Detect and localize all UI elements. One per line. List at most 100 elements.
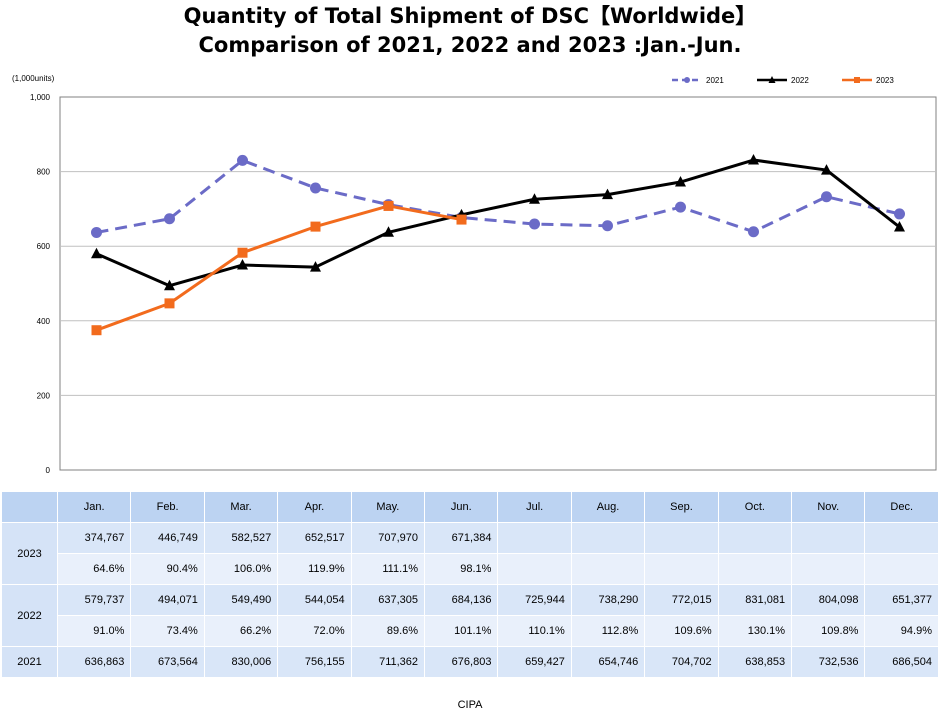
qty-cell: 579,737 — [56, 584, 132, 616]
data-point-2023 — [91, 325, 102, 336]
qty-cell — [717, 522, 793, 554]
data-point-2021 — [91, 226, 102, 238]
qty-cell: 636,863 — [56, 646, 132, 678]
qty-cell: 446,749 — [130, 522, 205, 554]
header-month: Apr. — [277, 491, 352, 523]
pct-cell: 109.6% — [644, 615, 719, 647]
qty-cell: 772,015 — [644, 584, 719, 616]
y-tick-label: 400 — [37, 317, 51, 326]
data-point-2022 — [602, 188, 613, 200]
qty-cell: 738,290 — [570, 584, 646, 616]
pct-cell — [497, 553, 572, 585]
qty-cell: 704,702 — [644, 646, 719, 678]
qty-cell: 544,054 — [277, 584, 352, 616]
qty-cell: 651,377 — [864, 584, 939, 616]
legend-label-2023: 2023 — [876, 76, 894, 85]
pct-cell: 94.9% — [864, 615, 939, 647]
pct-cell: 110.1% — [497, 615, 572, 647]
header-month: Sep. — [644, 491, 719, 523]
pct-cell: 98.1% — [424, 553, 499, 585]
qty-cell: 831,081 — [717, 584, 793, 616]
header-month: Dec. — [864, 491, 939, 523]
data-point-2022 — [310, 261, 321, 272]
table-row-2022-percent: 91.0% 73.4% 66.2% 72.0% 89.6% 101.1% 110… — [2, 615, 939, 647]
qty-cell: 686,504 — [864, 646, 939, 678]
pct-cell: 130.1% — [717, 615, 793, 647]
pct-cell: 111.1% — [350, 553, 426, 585]
header-month: Jul. — [497, 491, 572, 523]
header-month: Feb. — [130, 491, 205, 523]
plot-area — [59, 96, 937, 471]
qty-cell: 673,564 — [130, 646, 205, 678]
data-point-2021 — [237, 154, 248, 166]
table-row-2023-percent: 64.6% 90.4% 106.0% 119.9% 111.1% 98.1% — [2, 553, 939, 585]
table-header-row: Jan. Feb. Mar. Apr. May. Jun. Jul. Aug. … — [1, 491, 939, 523]
data-point-2022 — [383, 226, 394, 237]
data-point-2023 — [383, 200, 394, 211]
series-line-2023 — [95, 204, 462, 332]
qty-cell: 684,136 — [424, 584, 499, 616]
qty-cell: 676,803 — [424, 646, 499, 678]
pct-cell: 73.4% — [130, 615, 205, 647]
qty-cell: 732,536 — [791, 646, 866, 678]
qty-cell — [791, 522, 866, 554]
y-tick-label: 200 — [37, 391, 51, 400]
y-tick-label: 600 — [37, 242, 51, 251]
qty-cell: 707,970 — [350, 522, 426, 554]
data-point-2021 — [602, 220, 613, 232]
pct-cell: 109.8% — [791, 615, 866, 647]
legend-marker-2023 — [854, 77, 860, 83]
qty-cell — [497, 522, 572, 554]
qty-cell: 756,155 — [277, 646, 352, 678]
gridlines — [60, 171, 936, 396]
pct-cell — [791, 553, 866, 585]
data-point-2023 — [164, 298, 175, 309]
legend-label-2021: 2021 — [706, 76, 724, 85]
table-row-2023-quantity: 2023 374,767 446,749 582,527 652,517 707… — [1, 522, 939, 585]
qty-cell: 549,490 — [203, 584, 279, 616]
qty-cell: 659,427 — [497, 646, 572, 678]
header-month: Jan. — [56, 491, 132, 523]
qty-cell: 582,527 — [203, 522, 279, 554]
series-group — [91, 154, 905, 336]
header-corner — [1, 491, 58, 523]
year-cell: 2022 — [1, 584, 58, 647]
header-month: Jun. — [424, 491, 499, 523]
pct-cell — [570, 553, 646, 585]
header-month: Aug. — [570, 491, 646, 523]
pct-cell: 112.8% — [570, 615, 646, 647]
data-point-2022 — [91, 247, 102, 259]
pct-cell: 72.0% — [277, 615, 352, 647]
y-tick-label: 1,000 — [30, 93, 51, 102]
pct-cell: 106.0% — [203, 553, 279, 585]
header-month: Mar. — [203, 491, 279, 523]
data-point-2021 — [310, 182, 321, 194]
y-tick-label: 800 — [37, 168, 51, 177]
data-point-2022 — [164, 279, 175, 291]
qty-cell — [864, 522, 939, 554]
qty-cell: 374,767 — [56, 522, 132, 554]
data-point-2021 — [675, 201, 686, 213]
qty-cell: 711,362 — [350, 646, 426, 678]
legend-label-2022: 2022 — [791, 76, 809, 85]
data-point-2023 — [456, 214, 467, 225]
table-row-2022-quantity: 2022 579,737 494,071 549,490 544,054 637… — [1, 584, 939, 647]
pct-cell — [717, 553, 793, 585]
qty-cell: 494,071 — [130, 584, 205, 616]
qty-cell: 654,746 — [570, 646, 646, 678]
qty-cell: 671,384 — [424, 522, 499, 554]
pct-cell: 119.9% — [277, 553, 352, 585]
source-label: CIPA — [457, 699, 483, 711]
header-month: Nov. — [791, 491, 866, 523]
pct-cell: 64.6% — [56, 553, 132, 585]
qty-cell: 637,305 — [350, 584, 426, 616]
line-chart: (1,000units) 0 200 400 600 800 1,000 2021 2022… — [12, 74, 937, 475]
qty-cell: 830,006 — [203, 646, 279, 678]
year-cell: 2023 — [1, 522, 58, 585]
legend: 2021 2022 2023 — [672, 76, 894, 85]
data-point-2023 — [310, 221, 321, 232]
legend-marker-2021 — [684, 77, 690, 83]
pct-cell: 66.2% — [203, 615, 279, 647]
data-point-2023 — [237, 247, 248, 258]
pct-cell: 90.4% — [130, 553, 205, 585]
